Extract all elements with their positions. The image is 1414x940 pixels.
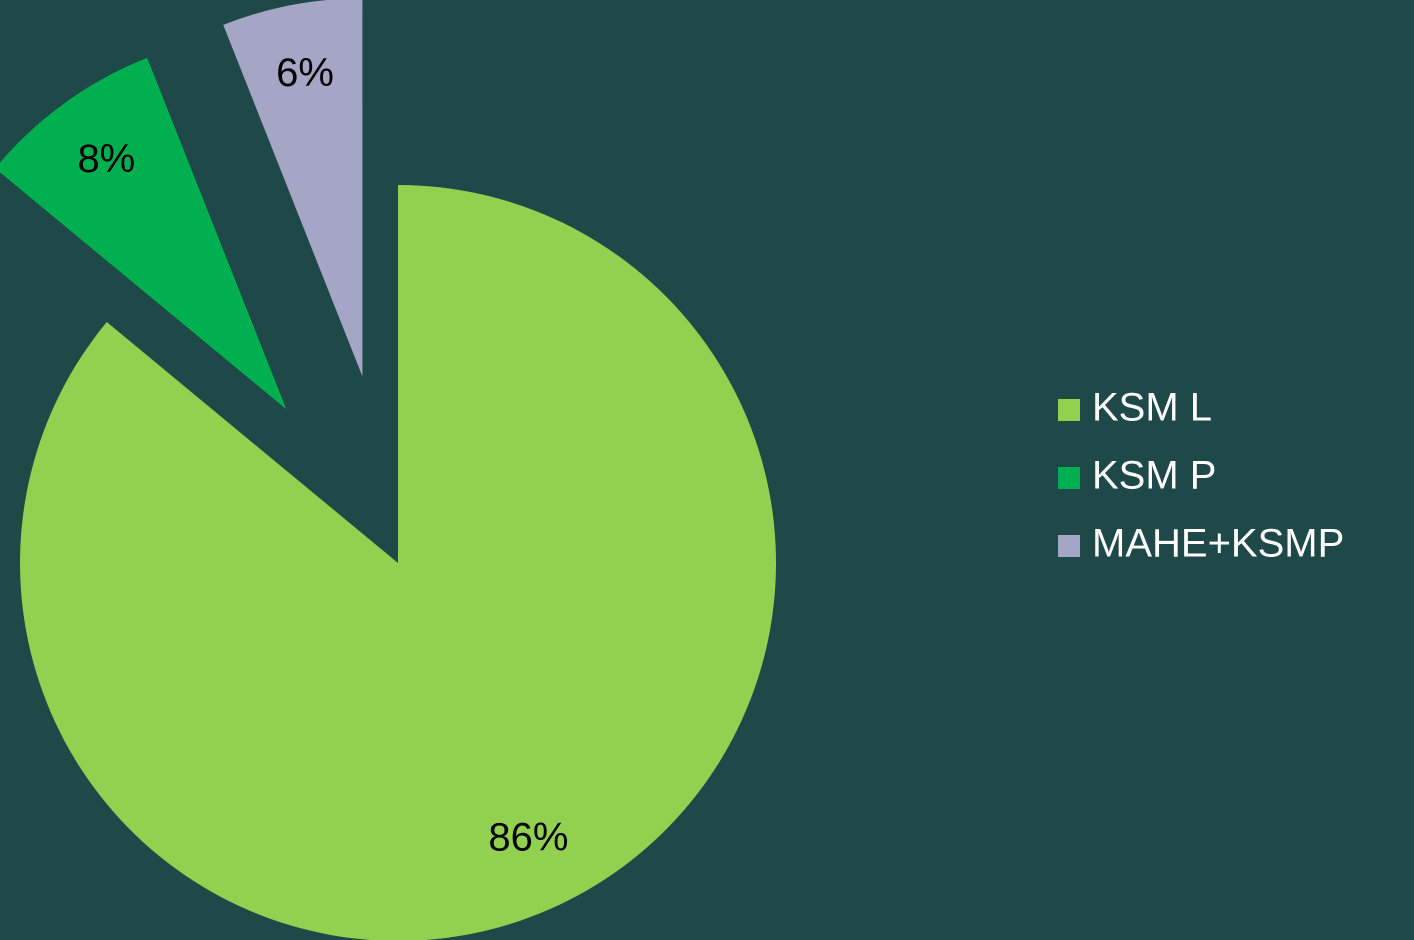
legend-swatch	[1058, 467, 1080, 489]
pie-slice	[20, 185, 776, 940]
legend-label: KSM L	[1092, 386, 1212, 430]
pie-slice	[223, 0, 363, 377]
legend-label: KSM P	[1092, 454, 1216, 498]
pie-slice	[0, 57, 287, 410]
data-label: 8%	[77, 137, 135, 181]
data-label: 6%	[276, 51, 334, 95]
data-label: 86%	[488, 816, 568, 860]
legend-swatch	[1058, 399, 1080, 421]
legend-label: MAHE+KSMP	[1092, 522, 1344, 566]
legend-swatch	[1058, 535, 1080, 557]
